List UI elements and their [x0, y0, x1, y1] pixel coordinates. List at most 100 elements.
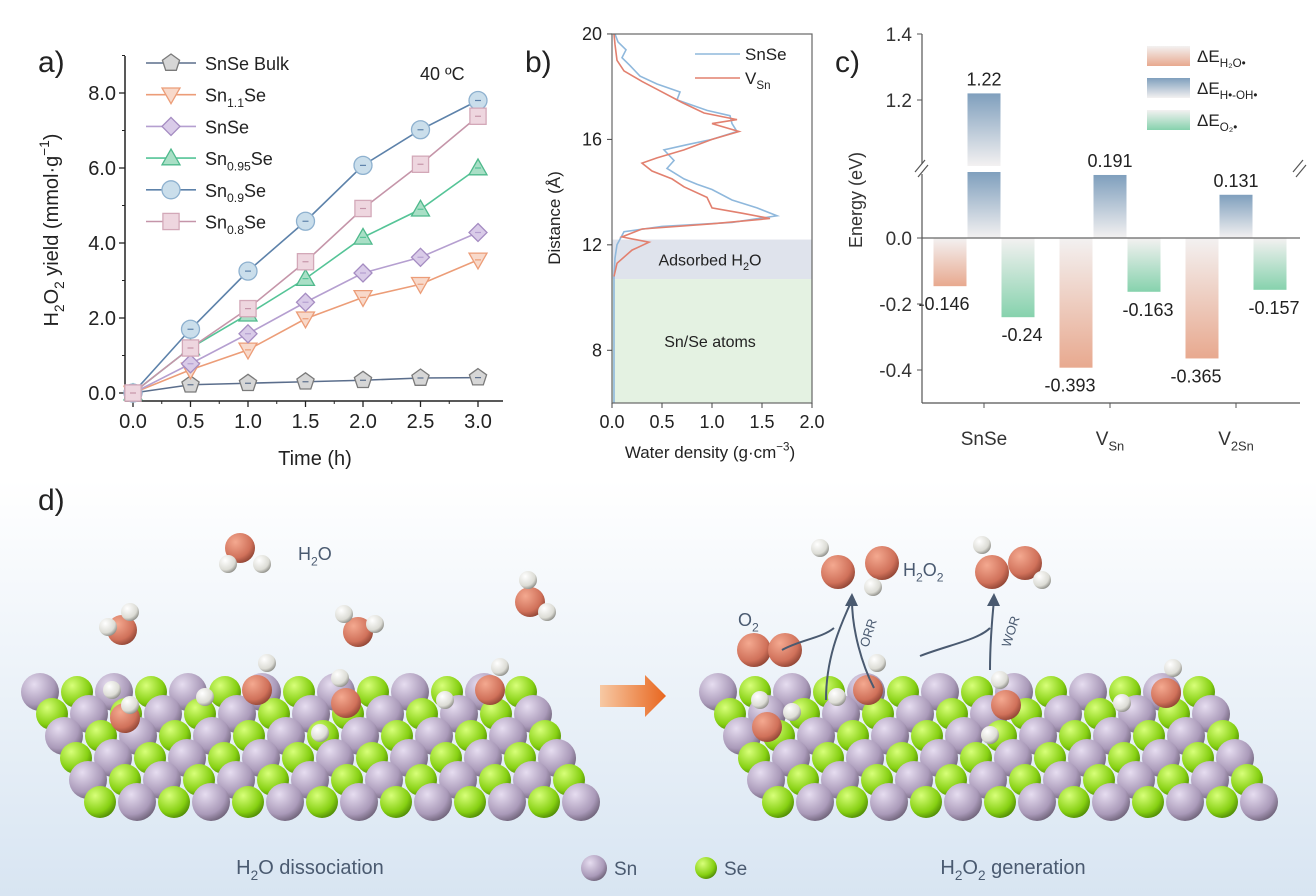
hydrogen-atom [331, 669, 349, 687]
wor-branch-arrow [919, 627, 991, 657]
text-part: Sn [205, 149, 227, 169]
h2o-label: H2O [298, 544, 332, 568]
hydrogen-atom [99, 618, 117, 636]
legend-item: Sn0.8Se [146, 213, 266, 237]
hydrogen-atom [973, 536, 991, 554]
energy-bar [1219, 194, 1253, 238]
oxygen-atom [242, 675, 272, 705]
text-part: 1.1 [227, 96, 244, 110]
axis-break-mark [914, 159, 929, 178]
category-label: SnSe [961, 429, 1007, 450]
text-part: SnSe [205, 117, 249, 137]
hydrogen-atom [219, 555, 237, 573]
se-legend-icon [695, 857, 717, 879]
hydrogen-atom [828, 688, 846, 706]
text-part: generation [986, 857, 1086, 879]
oxygen-atom [475, 675, 505, 705]
oxygen-atom [865, 546, 899, 580]
region-band [612, 279, 812, 403]
text-part: ΔE [1197, 111, 1220, 130]
hydrogen-atom [121, 696, 139, 714]
hydrogen-atom [1113, 694, 1131, 712]
bar-value-label: -0.157 [1248, 298, 1299, 318]
data-point [410, 198, 431, 217]
orr-arrow [825, 599, 853, 701]
panel-label-c: c) [835, 46, 860, 79]
hydrogen-atom [991, 671, 1009, 689]
text-part: −1 [37, 140, 52, 156]
hydrogen-atom [366, 615, 384, 633]
category-label: V2Sn [1218, 429, 1254, 454]
x-tick-label: 1.0 [699, 412, 724, 432]
axis-break-mark [1292, 159, 1307, 178]
text-part: H [298, 544, 311, 564]
hydrogen-atom [436, 691, 454, 709]
text-part: O [923, 560, 937, 580]
legend-label: Sn1.1Se [205, 86, 266, 110]
legend-swatch [1147, 78, 1190, 98]
y-tick-label: 0.0 [886, 229, 912, 250]
se-atom [306, 786, 338, 818]
hydrogen-atom [335, 605, 353, 623]
y-tick-label: 6.0 [88, 158, 116, 180]
text-part: 2 [752, 620, 759, 634]
y-tick-label: 2.0 [88, 308, 116, 330]
sn-atom [1018, 783, 1056, 821]
text-part: ) [790, 443, 796, 462]
o2-label: O2 [738, 610, 759, 634]
x-tick-label: 0.5 [177, 411, 205, 433]
se-atom [762, 786, 794, 818]
bar-value-label: -0.393 [1044, 376, 1095, 396]
legend-label: SnSe Bulk [205, 54, 290, 74]
hydrogen-atom [811, 539, 829, 557]
data-point [467, 157, 489, 176]
region-band [612, 239, 812, 280]
text-part: Sn [1108, 439, 1124, 454]
hydrogen-atom [868, 654, 886, 672]
data-point [353, 370, 373, 389]
y-axis-label: Energy (eV) [846, 152, 866, 248]
sn-atom [562, 783, 600, 821]
x-tick-label: 1.5 [292, 411, 320, 433]
sn-atom [118, 783, 156, 821]
hydrogen-atom [103, 681, 121, 699]
text-part: Sn [205, 181, 227, 201]
legend-label: Sn0.8Se [205, 213, 266, 237]
y-tick-label: 20 [582, 24, 602, 44]
text-part: ΔE [1197, 79, 1220, 98]
region-label: Adsorbed H2O [658, 252, 761, 273]
bar-value-label: -0.365 [1170, 366, 1221, 386]
bar-value-label: -0.146 [918, 294, 969, 314]
text-part: O [962, 857, 978, 879]
legend-item: SnSe [146, 116, 249, 137]
legend-marker [162, 212, 180, 231]
sn-atom [1092, 783, 1130, 821]
legend-swatch [1147, 46, 1190, 66]
series-line [123, 367, 488, 401]
se-atom [380, 786, 412, 818]
text-part: 2 [978, 868, 986, 883]
text-part: O [749, 252, 761, 269]
data-point [296, 371, 315, 390]
y-tick-label: 8 [592, 340, 602, 360]
se-atom [910, 786, 942, 818]
series-line [123, 90, 488, 403]
text-part: H [236, 857, 250, 879]
oxygen-atom [991, 690, 1021, 720]
text-part: O dissociation [258, 857, 384, 879]
y-axis-label: Distance (Å) [545, 171, 564, 265]
oxygen-atom [225, 533, 255, 563]
hydrogen-atom [196, 688, 214, 706]
text-part: H [940, 857, 954, 879]
sn-legend-icon [581, 855, 607, 881]
energy-bar [1127, 238, 1161, 292]
se-atom [1058, 786, 1090, 818]
oxygen-atom [975, 555, 1009, 589]
temperature-annotation: 40 ºC [420, 64, 465, 84]
sn-atom [944, 783, 982, 821]
right-caption: H2O2 generation [940, 857, 1085, 883]
sn-atom [796, 783, 834, 821]
text-part: V [1218, 429, 1231, 450]
region-label: Sn/Se atoms [664, 334, 756, 351]
